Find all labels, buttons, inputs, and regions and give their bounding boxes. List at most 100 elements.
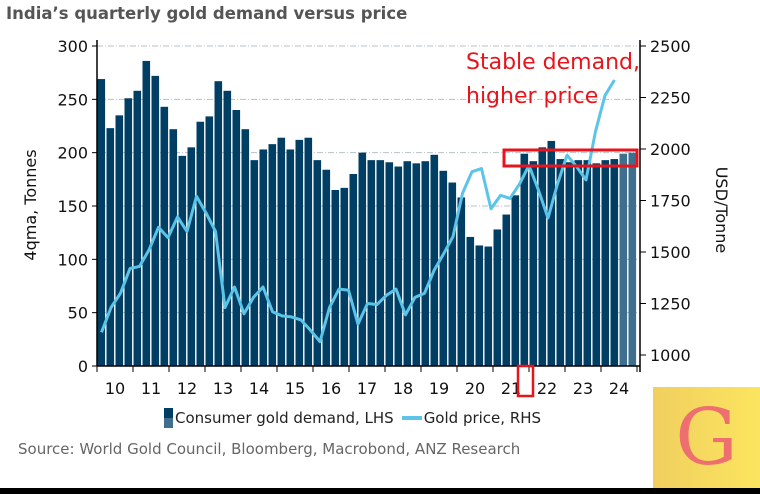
bar-demand xyxy=(331,190,340,366)
bar-demand xyxy=(610,159,619,366)
y-tick-label: 50 xyxy=(68,304,88,323)
y-tick-label: 300 xyxy=(57,37,88,56)
bar-demand xyxy=(358,152,367,366)
annotation-line-1: Stable demand, xyxy=(466,50,640,75)
x-tick-label: 16 xyxy=(321,379,341,398)
bar-demand xyxy=(565,162,574,366)
x-tick-label: 14 xyxy=(249,379,269,398)
bar-demand xyxy=(313,160,322,366)
y-tick-label: 200 xyxy=(57,144,88,163)
bar-demand xyxy=(214,81,223,366)
legend-label-price: Gold price, RHS xyxy=(423,409,542,427)
bar-demand xyxy=(520,153,529,366)
legend-swatch-demand xyxy=(164,408,173,428)
x-tick-label: 23 xyxy=(573,379,593,398)
bar-demand xyxy=(259,149,268,366)
bar-demand xyxy=(205,116,214,367)
bar-demand xyxy=(295,139,304,366)
x-tick-label: 18 xyxy=(393,379,413,398)
bar-demand xyxy=(151,75,160,366)
y-axis-title: 4qma, Tonnes xyxy=(21,149,40,260)
bar-demand xyxy=(430,154,439,366)
bar-demand xyxy=(466,236,475,366)
bar-demand xyxy=(448,182,457,366)
bar-demand xyxy=(511,195,520,366)
y2-tick-label: 2000 xyxy=(650,140,691,159)
bar-demand xyxy=(628,152,637,366)
y2-tick-label: 1500 xyxy=(650,243,691,262)
x-tick-label: 19 xyxy=(429,379,449,398)
highlight-box-axis xyxy=(516,364,535,398)
bar-demand xyxy=(133,90,142,367)
bar-demand xyxy=(547,140,556,366)
bar-demand xyxy=(439,170,448,366)
x-tick-label: 17 xyxy=(357,379,377,398)
bar-demand xyxy=(538,147,547,366)
bar-demand xyxy=(196,121,205,366)
bar-demand xyxy=(232,110,241,366)
chart-title: India’s quarterly gold demand versus pri… xyxy=(6,4,408,23)
y2-tick-label: 1000 xyxy=(650,346,691,365)
highlight-box-demand xyxy=(502,148,639,168)
bar-demand xyxy=(187,147,196,366)
bar-demand xyxy=(115,115,124,366)
x-tick-label: 11 xyxy=(141,379,161,398)
y-tick-label: 0 xyxy=(78,357,88,376)
bar-demand xyxy=(601,160,610,366)
bar-demand xyxy=(223,90,232,367)
x-tick-label: 22 xyxy=(537,379,557,398)
y2-tick-label: 2250 xyxy=(650,89,691,108)
x-tick-label: 13 xyxy=(213,379,233,398)
bar-demand xyxy=(268,144,277,366)
bar-demand xyxy=(475,245,484,366)
bar-demand xyxy=(160,106,169,367)
y2-axis-title: USD/Tonne xyxy=(712,167,731,254)
x-tick-label: 15 xyxy=(285,379,305,398)
bar-demand xyxy=(592,163,601,366)
x-tick-label: 20 xyxy=(465,379,485,398)
bar-demand xyxy=(97,79,106,367)
bar-demand xyxy=(169,129,178,366)
y-tick-label: 150 xyxy=(57,197,88,216)
bar-demand xyxy=(142,60,151,366)
bar-demand xyxy=(619,153,628,366)
y2-tick-label: 1750 xyxy=(650,192,691,211)
y-tick-label: 100 xyxy=(57,250,88,269)
bar-demand xyxy=(277,137,286,366)
x-tick-label: 24 xyxy=(609,379,629,398)
bar-demand xyxy=(493,229,502,366)
bar-demand xyxy=(421,161,430,366)
bar-demand xyxy=(367,160,376,366)
x-tick-label: 10 xyxy=(105,379,125,398)
logo-letter: G xyxy=(675,393,738,483)
bar-demand xyxy=(241,129,250,366)
bar-demand xyxy=(412,163,421,366)
legend-swatch-price xyxy=(401,416,422,420)
x-tick-label: 12 xyxy=(177,379,197,398)
bar-demand xyxy=(124,98,133,367)
x-tick-label: 21 xyxy=(501,379,521,398)
source-note: Source: World Gold Council, Bloomberg, M… xyxy=(18,440,521,458)
bar-demand xyxy=(574,160,583,366)
logo: G xyxy=(653,387,760,488)
bar-demand xyxy=(349,174,358,366)
chart-plot: 0 50 100 150 200 250 300 1000 1250 1500 1750 2000 22… xyxy=(21,37,731,398)
bar-demand xyxy=(178,155,187,366)
bar-demand xyxy=(304,137,313,366)
bar-demand xyxy=(484,246,493,366)
y-tick-label: 250 xyxy=(57,90,88,109)
bar-demand xyxy=(322,169,331,366)
bar-demand xyxy=(340,187,349,366)
y2-tick-label: 2500 xyxy=(650,37,691,56)
bar-demand xyxy=(403,161,412,366)
legend: Consumer gold demand, LHS Gold price, RH… xyxy=(164,408,541,428)
bar-demand xyxy=(457,197,466,366)
bar-demand xyxy=(583,160,592,366)
y2-tick-label: 1250 xyxy=(650,295,691,314)
bar-demand xyxy=(394,166,403,366)
bar-demand xyxy=(286,149,295,366)
bar-demand xyxy=(529,161,538,366)
annotation-line-2: higher price xyxy=(466,84,598,109)
bar-demand xyxy=(250,160,259,366)
